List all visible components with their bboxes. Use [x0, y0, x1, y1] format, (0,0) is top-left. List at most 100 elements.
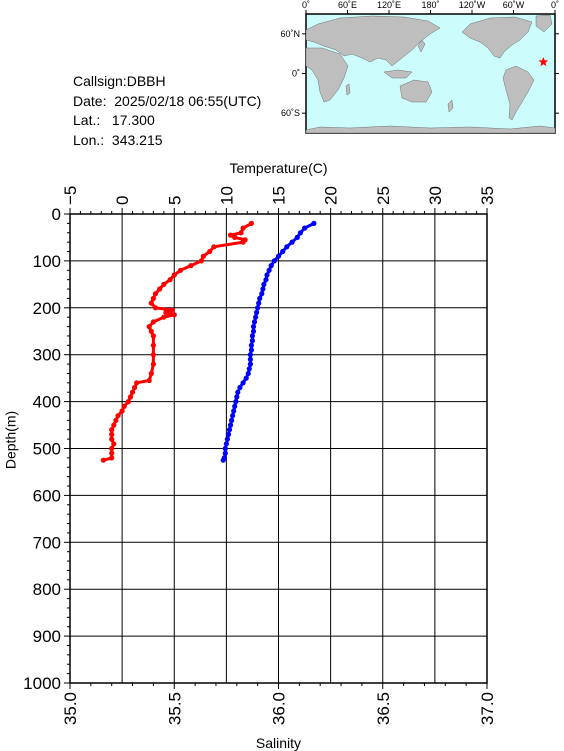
temperature-tick-label: 25: [374, 186, 393, 205]
world-map: 0˚ 60˚E 120˚E 180˚ 120˚W 60˚W 0˚ 60˚N 0˚ 60˚S: [280, 0, 559, 134]
salinity-point: [152, 291, 159, 297]
depth-tick-label: 500: [33, 440, 61, 459]
temperature-point: [234, 394, 240, 400]
temperature-tick-label: 15: [270, 186, 289, 205]
chart-grid: [69, 213, 488, 684]
salinity-point: [198, 258, 204, 264]
salinity-point: [109, 436, 115, 442]
temperature-point: [235, 389, 241, 395]
temperature-point: [268, 263, 274, 269]
depth-tick-label: 0: [52, 205, 61, 224]
salinity-point: [188, 263, 194, 269]
temperature-point: [294, 234, 300, 240]
station-marker-icon: [538, 57, 549, 67]
salinity-axis-title: Salinity: [256, 735, 301, 751]
chart-series: [100, 220, 317, 463]
date-value: 2025/02/18 06:55(UTC): [114, 92, 262, 109]
lon-value: 343.215: [111, 131, 163, 148]
salinity-point: [150, 333, 156, 339]
salinity-point: [119, 408, 125, 414]
land-africa: [305, 47, 349, 103]
map-lon-label: 180˚: [421, 0, 439, 10]
map-lon-label: 60˚E: [338, 0, 357, 10]
salinity-point: [207, 248, 213, 255]
salinity-point: [150, 295, 156, 301]
map-ticks: [302, 10, 559, 114]
salinity-tick-label: 36.5: [374, 692, 393, 725]
temperature-point: [220, 457, 226, 463]
salinity-point: [132, 384, 138, 391]
temperature-point: [261, 281, 267, 287]
salinity-point: [161, 281, 167, 287]
depth-tick-label: 1000: [23, 674, 61, 693]
salinity-point: [111, 422, 117, 428]
temperature-point: [232, 403, 238, 409]
salinity-tick-label: 35.5: [165, 692, 184, 725]
temperature-series: [220, 220, 317, 463]
temperature-tick-label: 35: [478, 186, 497, 205]
temperature-line: [221, 222, 315, 461]
lat-label: Lat.:: [73, 112, 101, 128]
land-antarctica: [305, 125, 556, 134]
salinity-point: [248, 220, 254, 226]
land-north-america: [461, 16, 533, 59]
temperature-point: [254, 309, 260, 316]
temperature-point: [229, 417, 235, 423]
temperature-point: [240, 380, 246, 386]
temperature-point: [230, 413, 236, 419]
map-lon-label: 0˚: [551, 0, 559, 10]
lon-label: Lon.:: [73, 131, 105, 148]
land-japan: [417, 39, 426, 53]
temperature-point: [249, 333, 255, 339]
callsign-value: DBBH: [126, 73, 166, 89]
temperature-point: [284, 244, 290, 250]
map-side-labels: 60˚N 0˚ 60˚S: [280, 29, 300, 118]
map-land: [305, 14, 556, 134]
temperature-point: [222, 445, 228, 452]
salinity-point: [150, 352, 156, 358]
temperature-point: [280, 248, 286, 255]
salinity-point: [177, 267, 184, 273]
salinity-point: [115, 413, 121, 419]
lon-line: Lon.: 343.215: [73, 131, 261, 151]
temperature-point: [255, 305, 261, 311]
temperature-point: [226, 427, 233, 433]
land-australia: [399, 79, 433, 103]
temperature-point: [302, 225, 308, 231]
temperature-tick-labels: −5 0 5 10 15 20 25 30 35: [61, 186, 497, 205]
salinity-tick-labels: 35.0 35.5 36.0 36.5 37.0: [61, 692, 497, 725]
salinity-point: [109, 445, 115, 452]
salinity-point: [232, 234, 238, 240]
temperature-tick-label: −5: [61, 186, 80, 205]
salinity-point: [200, 253, 206, 259]
temperature-point: [249, 338, 255, 344]
callsign-label: Callsign:: [73, 73, 127, 89]
salinity-point: [148, 300, 154, 306]
salinity-point: [100, 457, 106, 463]
salinity-point: [171, 312, 177, 318]
map-lat-label: 60˚S: [281, 108, 300, 118]
depth-tick-label: 300: [33, 346, 61, 365]
depth-tick-label: 800: [33, 580, 61, 599]
depth-axis-title: Depth(m): [3, 411, 19, 469]
temperature-tick-label: 0: [113, 196, 132, 205]
map-top-labels: 0˚ 60˚E 120˚E 180˚ 120˚W 60˚W 0˚: [302, 0, 559, 10]
temperature-point: [260, 286, 266, 292]
salinity-tick-label: 35.0: [61, 692, 80, 725]
temperature-point: [222, 450, 228, 456]
temperature-point: [248, 342, 254, 348]
salinity-point: [211, 244, 217, 250]
temperature-point: [247, 361, 253, 367]
land-greenland: [535, 14, 553, 33]
temperature-point: [251, 319, 258, 325]
temperature-tick-label: 10: [217, 186, 236, 205]
salinity-point: [157, 286, 163, 292]
lat-line: Lat.: 17.300: [73, 111, 261, 131]
salinity-point: [109, 431, 115, 437]
temperature-point: [259, 291, 265, 297]
salinity-point: [148, 328, 154, 334]
salinity-point: [238, 230, 244, 236]
temperature-point: [250, 328, 257, 334]
date-line: Date: 2025/02/18 06:55(UTC): [73, 92, 261, 112]
